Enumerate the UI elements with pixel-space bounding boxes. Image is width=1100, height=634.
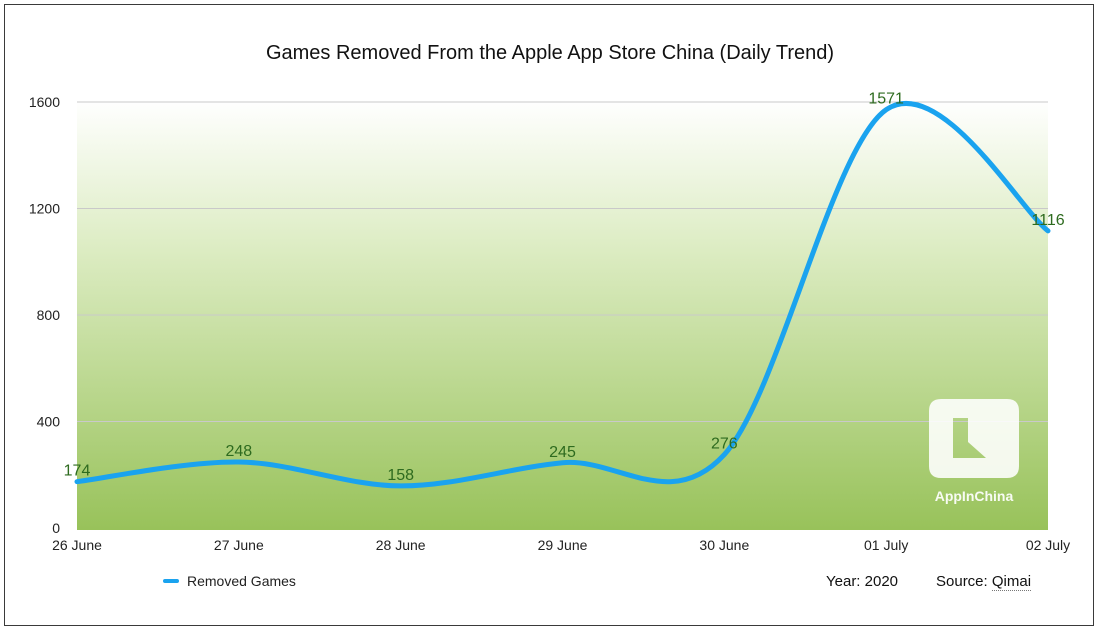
x-tick-label: 29 June xyxy=(538,537,588,553)
legend: Removed Games xyxy=(163,573,296,589)
y-tick-label: 400 xyxy=(37,414,61,430)
y-tick-label: 0 xyxy=(52,520,60,536)
legend-label: Removed Games xyxy=(187,573,296,589)
x-tick-label: 01 July xyxy=(864,537,908,553)
y-tick-label: 800 xyxy=(37,307,61,323)
data-label: 174 xyxy=(64,463,91,480)
watermark-text: AppInChina xyxy=(934,488,1014,504)
x-tick-label: 28 June xyxy=(376,537,426,553)
source-prefix: Source: xyxy=(936,573,992,590)
year-note: Year: 2020 xyxy=(826,573,899,590)
data-label: 158 xyxy=(387,467,414,484)
data-label: 1571 xyxy=(868,91,904,108)
data-label: 245 xyxy=(549,444,576,461)
x-tick-label: 26 June xyxy=(52,537,102,553)
x-tick-label: 27 June xyxy=(214,537,264,553)
x-tick-label: 02 July xyxy=(1026,537,1070,553)
chart-title: Games Removed From the Apple App Store C… xyxy=(265,42,835,64)
data-label: 1116 xyxy=(1031,212,1064,229)
legend-swatch xyxy=(163,579,179,583)
y-tick-label: 1600 xyxy=(29,94,60,110)
data-label: 248 xyxy=(225,443,252,460)
x-tick-label: 30 June xyxy=(699,537,749,553)
series-line xyxy=(74,100,1051,489)
y-tick-label: 1200 xyxy=(29,201,60,217)
source-link[interactable]: Qimai xyxy=(991,573,1032,591)
source-note: Source: Qimai xyxy=(936,573,1032,591)
watermark-logo-icon xyxy=(929,399,1019,478)
data-label: 276 xyxy=(711,436,738,453)
